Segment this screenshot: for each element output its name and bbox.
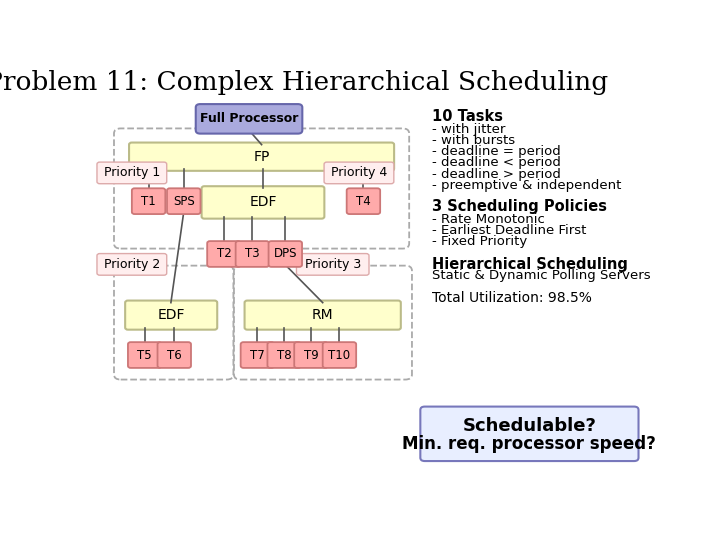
Text: Hierarchical Scheduling: Hierarchical Scheduling [432, 257, 628, 272]
Text: T7: T7 [250, 348, 265, 361]
FancyBboxPatch shape [294, 342, 328, 368]
Text: T10: T10 [328, 348, 351, 361]
Text: - with bursts: - with bursts [432, 134, 516, 147]
Text: - deadline < period: - deadline < period [432, 157, 561, 170]
FancyBboxPatch shape [97, 162, 167, 184]
FancyBboxPatch shape [323, 342, 356, 368]
Text: RM: RM [312, 308, 333, 322]
Text: T3: T3 [245, 247, 260, 260]
Text: Problem 11: Complex Hierarchical Scheduling: Problem 11: Complex Hierarchical Schedul… [0, 70, 608, 95]
Text: Priority 2: Priority 2 [104, 258, 160, 271]
FancyBboxPatch shape [245, 301, 401, 329]
Text: FP: FP [253, 150, 270, 164]
Text: - with jitter: - with jitter [432, 123, 505, 136]
Text: - deadline = period: - deadline = period [432, 145, 561, 158]
FancyBboxPatch shape [97, 254, 167, 275]
Text: T2: T2 [217, 247, 231, 260]
Text: EDF: EDF [249, 195, 276, 210]
Text: - deadline > period: - deadline > period [432, 167, 561, 181]
Text: Schedulable?: Schedulable? [462, 417, 596, 435]
Text: - Rate Monotonic: - Rate Monotonic [432, 213, 545, 226]
FancyBboxPatch shape [202, 186, 324, 219]
FancyBboxPatch shape [196, 104, 302, 133]
Text: 10 Tasks: 10 Tasks [432, 109, 503, 124]
FancyBboxPatch shape [269, 241, 302, 267]
Text: T6: T6 [167, 348, 181, 361]
Text: Full Processor: Full Processor [200, 112, 298, 125]
FancyBboxPatch shape [158, 342, 191, 368]
FancyBboxPatch shape [167, 188, 200, 214]
Text: T8: T8 [277, 348, 292, 361]
Text: T9: T9 [304, 348, 318, 361]
FancyBboxPatch shape [207, 241, 240, 267]
Text: - Fixed Priority: - Fixed Priority [432, 235, 527, 248]
Text: EDF: EDF [158, 308, 185, 322]
FancyBboxPatch shape [420, 407, 639, 461]
Text: DPS: DPS [274, 247, 297, 260]
Text: 3 Scheduling Policies: 3 Scheduling Policies [432, 199, 607, 214]
FancyBboxPatch shape [324, 162, 394, 184]
Text: - preemptive & independent: - preemptive & independent [432, 179, 621, 192]
Text: Static & Dynamic Polling Servers: Static & Dynamic Polling Servers [432, 269, 651, 282]
Text: T4: T4 [356, 195, 371, 208]
Text: Priority 3: Priority 3 [305, 258, 361, 271]
Text: T1: T1 [141, 195, 156, 208]
FancyBboxPatch shape [129, 143, 394, 171]
Text: T5: T5 [138, 348, 152, 361]
Text: Priority 4: Priority 4 [330, 166, 387, 179]
FancyBboxPatch shape [125, 301, 217, 329]
FancyBboxPatch shape [240, 342, 274, 368]
FancyBboxPatch shape [267, 342, 301, 368]
Text: Total Utilization: 98.5%: Total Utilization: 98.5% [432, 291, 592, 305]
FancyBboxPatch shape [297, 254, 369, 275]
FancyBboxPatch shape [347, 188, 380, 214]
FancyBboxPatch shape [132, 188, 166, 214]
FancyBboxPatch shape [128, 342, 161, 368]
Text: Min. req. processor speed?: Min. req. processor speed? [402, 435, 657, 454]
Text: - Earliest Deadline First: - Earliest Deadline First [432, 224, 586, 237]
Text: Priority 1: Priority 1 [104, 166, 160, 179]
Text: SPS: SPS [173, 195, 194, 208]
FancyBboxPatch shape [235, 241, 269, 267]
